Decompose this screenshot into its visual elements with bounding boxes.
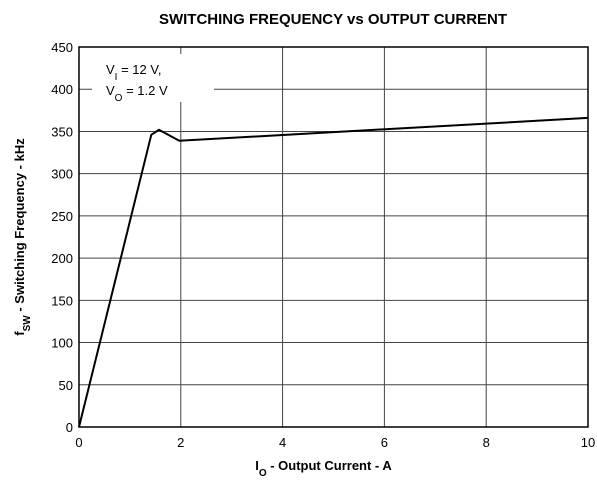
y-tick-label: 450 bbox=[51, 40, 73, 55]
data-line bbox=[78, 116, 589, 428]
text-part: I bbox=[255, 458, 259, 473]
plot-frame bbox=[78, 46, 589, 428]
y-tick-label: 150 bbox=[51, 293, 73, 308]
text-part: - Switching Frequency - kHz bbox=[12, 138, 27, 315]
text-part: V bbox=[106, 62, 115, 77]
y-tick-label: 300 bbox=[51, 167, 73, 182]
y-tick-label: 100 bbox=[51, 336, 73, 351]
annotation: VO = 1.2 V bbox=[106, 83, 168, 104]
x-tick-label: 4 bbox=[279, 435, 286, 450]
y-axis-label: fSW - Switching Frequency - kHz bbox=[12, 138, 33, 336]
y-tick-label: 350 bbox=[51, 124, 73, 139]
y-tick-label: 250 bbox=[51, 209, 73, 224]
y-tick-label: 0 bbox=[66, 420, 73, 435]
text-part: - Output Current - A bbox=[267, 458, 393, 473]
text-part: = 12 V, bbox=[117, 62, 161, 77]
x-tick-label: 8 bbox=[483, 435, 490, 450]
chart-title: SWITCHING FREQUENCY vs OUTPUT CURRENT bbox=[159, 11, 507, 28]
x-tick-label: 6 bbox=[381, 435, 388, 450]
x-tick-label: 10 bbox=[581, 435, 595, 450]
x-tick-label: 0 bbox=[75, 435, 82, 450]
text-part: O bbox=[115, 93, 123, 104]
annotation: VI = 12 V, bbox=[106, 62, 161, 83]
text-part: O bbox=[259, 468, 267, 479]
x-axis-label: IO - Output Current - A bbox=[255, 458, 392, 479]
x-tick-label: 2 bbox=[177, 435, 184, 450]
text-part: I bbox=[115, 72, 118, 83]
text-part: SW bbox=[22, 315, 33, 332]
annotation-box bbox=[92, 54, 214, 102]
text-part: V bbox=[106, 83, 115, 98]
y-tick-label: 400 bbox=[51, 82, 73, 97]
y-tick-label: 200 bbox=[51, 251, 73, 266]
y-tick-label: 50 bbox=[59, 378, 73, 393]
text-part: = 1.2 V bbox=[122, 83, 167, 98]
text-part: f bbox=[12, 331, 27, 336]
